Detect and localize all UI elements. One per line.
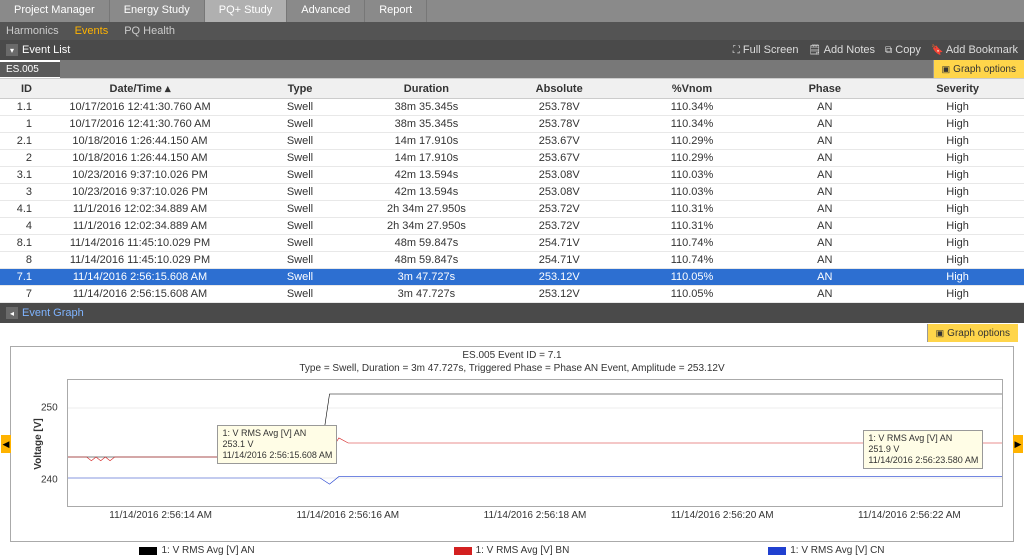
top-tab-project-manager[interactable]: Project Manager bbox=[0, 0, 110, 22]
table-row[interactable]: 711/14/2016 2:56:15.608 AMSwell3m 47.727… bbox=[0, 286, 1024, 303]
add-notes-button[interactable]: 🗒 Add Notes bbox=[809, 44, 876, 56]
full-screen-icon: ⛶ bbox=[733, 45, 740, 56]
legend-swatch bbox=[139, 547, 157, 555]
graph-options-button[interactable]: Graph options bbox=[933, 60, 1024, 78]
chart-prev-button[interactable]: ◀ bbox=[1, 435, 11, 453]
legend-item[interactable]: 1: V RMS Avg [V] AN bbox=[139, 545, 254, 556]
chart-body[interactable]: 1: V RMS Avg [V] AN253.1 V11/14/2016 2:5… bbox=[67, 379, 1003, 507]
add-bookmark-button[interactable]: 🔖 Add Bookmark bbox=[931, 44, 1018, 56]
table-row[interactable]: 411/1/2016 12:02:34.889 AMSwell2h 34m 27… bbox=[0, 218, 1024, 235]
legend-item[interactable]: 1: V RMS Avg [V] CN bbox=[768, 545, 884, 556]
collapse-icon[interactable]: ◂ bbox=[6, 307, 18, 319]
col-header-type[interactable]: Type bbox=[240, 79, 360, 99]
full-screen-button[interactable]: ⛶ Full Screen bbox=[733, 44, 799, 56]
top-tab-report[interactable]: Report bbox=[365, 0, 427, 22]
col-header-absolute[interactable]: Absolute bbox=[493, 79, 626, 99]
event-list-title: Event List bbox=[22, 44, 70, 56]
event-graph-title: Event Graph bbox=[22, 307, 84, 319]
bookmark-icon: 🔖 bbox=[931, 45, 943, 56]
top-tab-energy-study[interactable]: Energy Study bbox=[110, 0, 205, 22]
xtick: 11/14/2016 2:56:22 AM bbox=[858, 510, 961, 521]
table-row[interactable]: 110/17/2016 12:41:30.760 AMSwell38m 35.3… bbox=[0, 116, 1024, 133]
legend-item[interactable]: 1: V RMS Avg [V] BN bbox=[454, 545, 570, 556]
legend-label: 1: V RMS Avg [V] AN bbox=[161, 545, 254, 556]
chart-legend: 1: V RMS Avg [V] AN 1: V RMS Avg [V] BN 1:… bbox=[0, 542, 1024, 559]
col-header-date-time[interactable]: Date/Time ▴ bbox=[40, 79, 240, 99]
chart-ylabel: Voltage [V] bbox=[33, 418, 44, 469]
sub-tabs: Harmonics Events PQ Health bbox=[0, 22, 1024, 40]
event-graph-header: ◂ Event Graph bbox=[0, 303, 1024, 323]
legend-label: 1: V RMS Avg [V] BN bbox=[476, 545, 570, 556]
event-list-tools: ⛶ Full Screen 🗒 Add Notes ⧉ Copy 🔖 Add B… bbox=[733, 44, 1018, 56]
col-header-severity[interactable]: Severity bbox=[891, 79, 1024, 99]
sub-tab-harmonics[interactable]: Harmonics bbox=[6, 25, 59, 37]
sub-tab-events[interactable]: Events bbox=[75, 25, 109, 37]
legend-label: 1: V RMS Avg [V] CN bbox=[790, 545, 884, 556]
graph-options-button-2[interactable]: Graph options bbox=[927, 324, 1018, 342]
chart-tooltip: 1: V RMS Avg [V] AN253.1 V11/14/2016 2:5… bbox=[217, 425, 337, 463]
event-chart: ◀ ▶ ES.005 Event ID = 7.1 Type = Swell, … bbox=[10, 346, 1014, 542]
top-tabs: Project ManagerEnergy StudyPQ+ StudyAdva… bbox=[0, 0, 1024, 22]
copy-icon: ⧉ bbox=[885, 45, 892, 56]
xtick: 11/14/2016 2:56:16 AM bbox=[296, 510, 399, 521]
chart-tooltip: 1: V RMS Avg [V] AN251.9 V11/14/2016 2:5… bbox=[863, 430, 983, 468]
sub-tab-pq-health[interactable]: PQ Health bbox=[124, 25, 175, 37]
table-row[interactable]: 4.111/1/2016 12:02:34.889 AMSwell2h 34m … bbox=[0, 201, 1024, 218]
xtick: 11/14/2016 2:56:20 AM bbox=[671, 510, 774, 521]
col-header--vnom[interactable]: %Vnom bbox=[626, 79, 759, 99]
table-row[interactable]: 310/23/2016 9:37:10.026 PMSwell42m 13.59… bbox=[0, 184, 1024, 201]
xtick: 11/14/2016 2:56:18 AM bbox=[484, 510, 587, 521]
xtick: 11/14/2016 2:56:14 AM bbox=[109, 510, 212, 521]
es-spacer bbox=[60, 60, 933, 78]
table-row[interactable]: 210/18/2016 1:26:44.150 AMSwell14m 17.91… bbox=[0, 150, 1024, 167]
legend-swatch bbox=[454, 547, 472, 555]
ytick: 250 bbox=[41, 402, 58, 413]
chart-meta: ES.005 Event ID = 7.1 Type = Swell, Dura… bbox=[11, 349, 1013, 375]
table-row[interactable]: 8.111/14/2016 11:45:10.029 PMSwell48m 59… bbox=[0, 235, 1024, 252]
collapse-icon[interactable]: ▾ bbox=[6, 44, 18, 56]
copy-button[interactable]: ⧉ Copy bbox=[885, 44, 921, 56]
table-row[interactable]: 1.110/17/2016 12:41:30.760 AMSwell38m 35… bbox=[0, 99, 1024, 116]
table-row[interactable]: 3.110/23/2016 9:37:10.026 PMSwell42m 13.… bbox=[0, 167, 1024, 184]
col-header-duration[interactable]: Duration bbox=[360, 79, 493, 99]
table-row[interactable]: 811/14/2016 11:45:10.029 PMSwell48m 59.8… bbox=[0, 252, 1024, 269]
es-label: ES.005 bbox=[0, 62, 60, 77]
table-row[interactable]: 7.111/14/2016 2:56:15.608 AMSwell3m 47.7… bbox=[0, 269, 1024, 286]
legend-swatch bbox=[768, 547, 786, 555]
top-tab-pq-study[interactable]: PQ+ Study bbox=[205, 0, 288, 22]
chart-next-button[interactable]: ▶ bbox=[1013, 435, 1023, 453]
event-table: IDDate/Time ▴TypeDurationAbsolute%VnomPh… bbox=[0, 78, 1024, 303]
table-row[interactable]: 2.110/18/2016 1:26:44.150 AMSwell14m 17.… bbox=[0, 133, 1024, 150]
top-tab-advanced[interactable]: Advanced bbox=[287, 0, 365, 22]
ytick: 240 bbox=[41, 475, 58, 486]
event-list-header: ▾ Event List ⛶ Full Screen 🗒 Add Notes ⧉… bbox=[0, 40, 1024, 60]
es-row: ES.005 Graph options bbox=[0, 60, 1024, 78]
col-header-id[interactable]: ID bbox=[0, 79, 40, 99]
notes-icon: 🗒 bbox=[809, 45, 822, 56]
col-header-phase[interactable]: Phase bbox=[758, 79, 891, 99]
